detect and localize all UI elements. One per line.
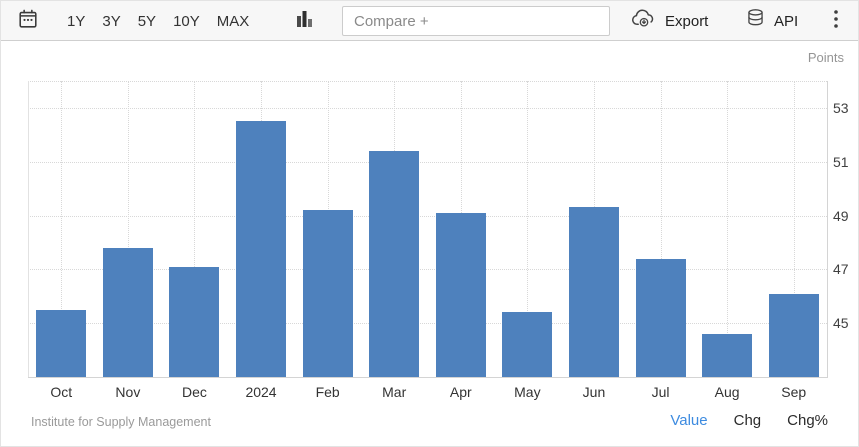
more-menu-button[interactable] (827, 1, 845, 41)
footer-view-switcher: Value Chg Chg% (670, 412, 828, 429)
x-tick-label: Feb (315, 384, 340, 400)
v-gridline (527, 81, 529, 377)
api-button[interactable]: API (745, 1, 798, 41)
api-label: API (774, 12, 799, 30)
x-tick-label: Sep (781, 384, 807, 400)
h-gridline (28, 215, 827, 217)
calendar-button[interactable] (17, 1, 39, 41)
footer-link-chg[interactable]: Chg (733, 412, 762, 429)
x-tick-label: 2024 (245, 384, 277, 400)
bar-jun[interactable] (568, 207, 619, 377)
x-tick-label: Jul (651, 384, 670, 400)
x-tick-label: Jun (582, 384, 606, 400)
v-gridline (61, 81, 63, 377)
y-axis-unit-label: Points (807, 50, 844, 65)
bar-sep[interactable] (768, 293, 819, 377)
bar-feb[interactable] (302, 210, 353, 377)
x-tick-label: May (514, 384, 541, 400)
footer-link-chgpct[interactable]: Chg% (787, 412, 828, 429)
bar-chart-icon (293, 9, 315, 34)
export-button[interactable]: Export (631, 1, 708, 41)
cloud-download-icon (631, 8, 657, 34)
bar-oct[interactable] (36, 309, 87, 377)
x-tick-label: Mar (382, 384, 407, 400)
x-tick-label: Nov (115, 384, 141, 400)
h-gridline (28, 107, 827, 109)
kebab-menu-icon (833, 8, 839, 35)
bar-apr[interactable] (435, 212, 486, 377)
export-label: Export (665, 12, 709, 30)
chart-type-button[interactable] (293, 1, 315, 41)
source-attribution: Institute for Supply Management (31, 415, 211, 429)
y-tick-label: 53 (833, 99, 849, 116)
h-gridline (28, 323, 827, 325)
range-button-5y[interactable]: 5Y (137, 12, 157, 30)
plot-left-border (28, 81, 29, 377)
range-button-max[interactable]: MAX (216, 12, 250, 30)
v-gridline (660, 81, 662, 377)
bar-dec[interactable] (169, 266, 220, 377)
bar-jul[interactable] (635, 258, 686, 377)
v-gridline (727, 81, 729, 377)
database-icon (745, 7, 766, 35)
v-gridline (194, 81, 196, 377)
bar-aug[interactable] (702, 333, 753, 377)
x-tick-label: Apr (449, 384, 472, 400)
v-gridline (127, 81, 129, 377)
bar-may[interactable] (502, 312, 553, 377)
x-tick-label: Dec (182, 384, 207, 400)
y-tick-label: 45 (833, 315, 849, 332)
bar-mar[interactable] (369, 150, 420, 377)
y-tick-label: 47 (833, 261, 849, 278)
calendar-icon (17, 8, 39, 35)
h-gridline (28, 81, 827, 82)
range-selector: 1Y 3Y 5Y 10Y MAX (67, 1, 249, 41)
compare-input[interactable] (342, 6, 610, 36)
compare-field-wrap (342, 1, 610, 41)
chart-area: Points 45 47 49 51 53 Oct Nov Dec 2024 Feb Mar Apr M… (1, 41, 858, 446)
footer-link-value[interactable]: Value (670, 412, 708, 429)
bar-nov[interactable] (102, 247, 153, 377)
bar-2024[interactable] (236, 121, 287, 377)
v-gridline (793, 81, 795, 377)
y-axis-line (827, 81, 828, 378)
x-axis-line (28, 377, 828, 378)
y-tick-label: 49 (833, 207, 849, 224)
y-tick-label: 51 (833, 153, 849, 170)
range-button-10y[interactable]: 10Y (173, 12, 200, 30)
toolbar: 1Y 3Y 5Y 10Y MAX Export (1, 1, 858, 41)
h-gridline (28, 269, 827, 271)
range-button-1y[interactable]: 1Y (67, 12, 86, 30)
x-tick-label: Aug (714, 384, 740, 400)
range-button-3y[interactable]: 3Y (102, 12, 121, 30)
h-gridline (28, 161, 827, 163)
x-tick-label: Oct (50, 384, 73, 400)
